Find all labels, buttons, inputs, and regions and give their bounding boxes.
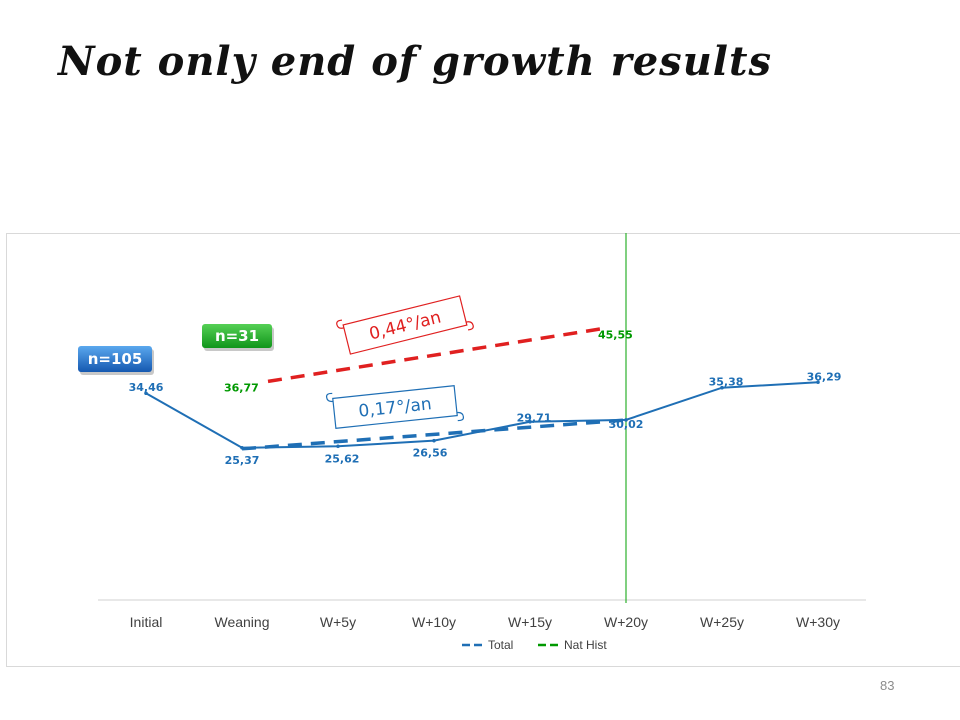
page-number: 83	[880, 678, 895, 693]
badge-label: n=105	[88, 350, 143, 368]
point-total	[816, 380, 820, 385]
x-tick-label: W+15y	[508, 614, 552, 630]
x-tick-label: W+10y	[412, 614, 456, 630]
point-total	[528, 419, 532, 424]
point-total	[432, 438, 436, 443]
data-label-total: 36,29	[807, 370, 842, 383]
x-tick-label: W+25y	[700, 614, 744, 630]
slope-annotation-red: 0,44°/an	[336, 295, 474, 355]
data-label-total: 25,62	[325, 452, 360, 465]
scroll-box	[342, 295, 468, 355]
legend-item-total: Total	[462, 638, 513, 652]
data-label-total: 25,37	[225, 454, 260, 467]
data-label-total: 34,46	[129, 381, 164, 394]
slide-title: Not only end of growth results	[58, 38, 772, 85]
scroll-curl-left	[336, 319, 345, 329]
legend-item-nat-hist: Nat Hist	[538, 638, 607, 652]
badge-box	[202, 324, 272, 348]
slope-annotation-blue: 0,17°/an	[325, 385, 465, 429]
data-label-total: 26,56	[413, 447, 448, 460]
badge-box	[78, 346, 152, 372]
scroll-curl-right	[465, 321, 474, 331]
x-tick-label: Initial	[130, 614, 163, 630]
trendline-blue	[241, 418, 627, 451]
data-label-total: 29,71	[517, 412, 552, 425]
point-total	[720, 385, 724, 390]
badge-n-total: n=105	[78, 346, 154, 375]
scroll-curl-right	[456, 411, 465, 422]
data-label-total: 35,38	[709, 376, 744, 389]
data-label-nat-hist: 36,77	[224, 381, 259, 394]
x-tick-label: W+30y	[796, 614, 840, 630]
point-total	[144, 391, 148, 396]
scroll-curl-left	[325, 392, 334, 403]
point-total	[624, 418, 628, 422]
badge-n-nat-hist: n=31	[202, 324, 274, 351]
legend-label: Total	[488, 638, 513, 652]
x-tick-label: W+20y	[604, 614, 648, 630]
point-total	[336, 444, 340, 449]
trendline-red	[267, 326, 603, 384]
x-tick-label: Weaning	[214, 614, 269, 630]
badge-label: n=31	[215, 327, 259, 345]
scroll-box	[332, 385, 458, 429]
legend-label: Nat Hist	[564, 638, 607, 652]
chart-frame	[6, 233, 960, 667]
x-tick-label: W+5y	[320, 614, 356, 630]
data-label-total: 30,02	[609, 418, 644, 431]
data-label-nat-hist: 45,55	[598, 329, 633, 342]
